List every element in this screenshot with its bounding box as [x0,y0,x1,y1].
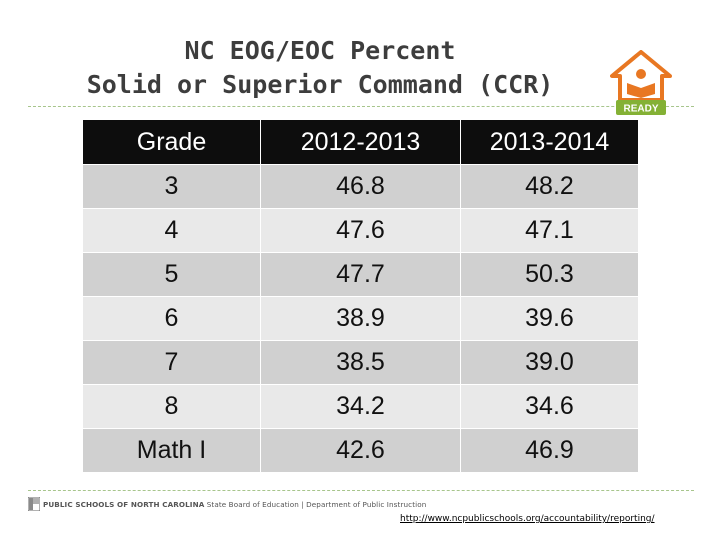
value-2013-2014-cell: 39.6 [460,296,639,341]
value-2012-2013-cell: 38.5 [260,340,461,385]
grade-cell: Math I [82,428,261,473]
value-2012-2013-cell: 34.2 [260,384,461,429]
reader-head-icon [636,69,646,79]
value-2012-2013-cell: 46.8 [260,164,461,209]
nc-flag-icon [28,497,40,511]
value-2012-2013-cell: 38.9 [260,296,461,341]
table-row: 7 38.5 39.0 [82,340,639,385]
table-row: 3 46.8 48.2 [82,164,639,209]
column-header-2012-2013: 2012-2013 [260,119,461,165]
value-2013-2014-cell: 50.3 [460,252,639,297]
value-2012-2013-cell: 47.7 [260,252,461,297]
proficiency-table: Grade 2012-2013 2013-2014 3 46.8 48.2 4 … [82,119,639,473]
reporting-link[interactable]: http://www.ncpublicschools.org/accountab… [400,514,655,524]
table-row: 5 47.7 50.3 [82,252,639,297]
ready-logo: READY [610,50,672,115]
bottom-divider [28,490,694,491]
column-header-grade: Grade [82,119,261,165]
table-row: Math I 42.6 46.9 [82,428,639,473]
value-2012-2013-cell: 42.6 [260,428,461,473]
value-2013-2014-cell: 34.6 [460,384,639,429]
title-line-2: Solid or Superior Command (CCR) [86,70,554,99]
footer-org: PUBLIC SCHOOLS OF NORTH CAROLINA State B… [28,496,426,512]
table-header-row: Grade 2012-2013 2013-2014 [82,119,639,165]
title-line-1: NC EOG/EOC Percent [184,36,456,65]
grade-cell: 4 [82,208,261,253]
value-2013-2014-cell: 39.0 [460,340,639,385]
table-row: 6 38.9 39.6 [82,296,639,341]
value-2012-2013-cell: 47.6 [260,208,461,253]
column-header-2013-2014: 2013-2014 [460,119,639,165]
reader-book-icon [627,83,655,98]
footer-org-name: PUBLIC SCHOOLS OF NORTH CAROLINA [43,499,205,509]
page-title: NC EOG/EOC Percent Solid or Superior Com… [40,34,600,102]
top-divider [28,106,694,107]
ready-banner [616,100,666,115]
grade-cell: 6 [82,296,261,341]
value-2013-2014-cell: 48.2 [460,164,639,209]
value-2013-2014-cell: 47.1 [460,208,639,253]
grade-cell: 5 [82,252,261,297]
grade-cell: 7 [82,340,261,385]
ready-logo-text: READY [623,104,658,115]
value-2013-2014-cell: 46.9 [460,428,639,473]
footer-dept: State Board of Education | Department of… [206,499,427,509]
grade-cell: 3 [82,164,261,209]
table-row: 8 34.2 34.6 [82,384,639,429]
grade-cell: 8 [82,384,261,429]
table-row: 4 47.6 47.1 [82,208,639,253]
